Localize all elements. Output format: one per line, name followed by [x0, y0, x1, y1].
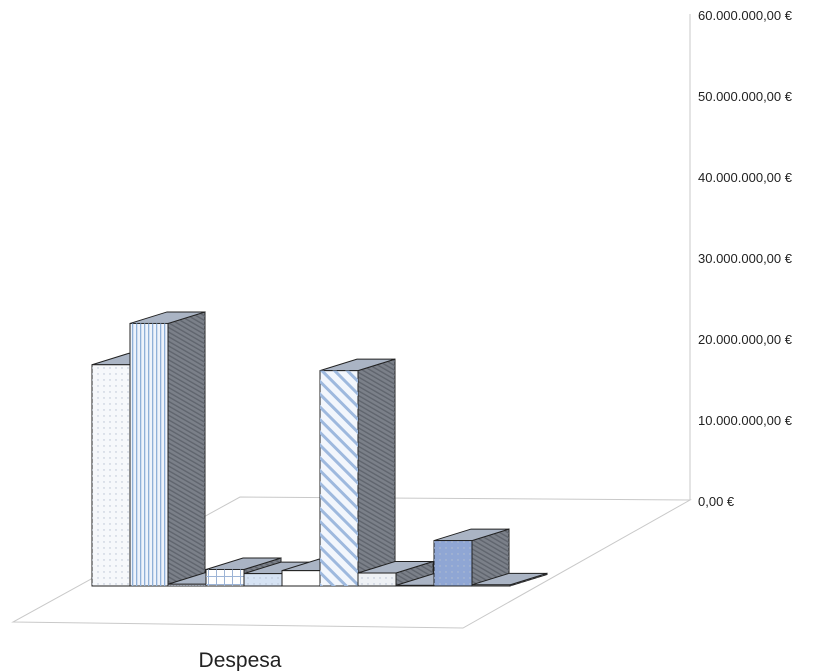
bar-front-pattern: [206, 569, 244, 586]
bar-front-pattern: [434, 540, 472, 586]
bar-side-pattern: [396, 561, 433, 586]
bar-front-pattern: [244, 573, 282, 586]
bar-front-pattern: [320, 370, 358, 586]
y-tick-label: 20.000.000,00 €: [698, 332, 793, 347]
y-tick-label: 0,00 €: [698, 494, 735, 509]
bar-front-pattern: [358, 573, 396, 586]
bar: [357, 560, 434, 587]
bar-front-pattern: [130, 323, 168, 586]
bar-front-face: [395, 584, 435, 587]
bar-front-pattern: [92, 364, 130, 586]
bar: [471, 572, 548, 587]
bar-side-pattern: [358, 359, 395, 586]
bar-side-pattern: [168, 311, 205, 586]
bars: [91, 311, 548, 587]
x-axis-label: Despesa: [199, 649, 282, 671]
y-tick-label: 10.000.000,00 €: [698, 413, 793, 428]
bar: [433, 528, 510, 587]
bar: [319, 358, 396, 587]
y-tick-label: 60.000.000,00 €: [698, 8, 793, 23]
y-tick-label: 40.000.000,00 €: [698, 170, 793, 185]
y-tick-label: 30.000.000,00 €: [698, 251, 793, 266]
bar-side-pattern: [472, 529, 509, 586]
bar: [129, 311, 206, 587]
y-tick-label: 50.000.000,00 €: [698, 89, 793, 104]
bar-front-pattern: [168, 584, 206, 586]
bar-front-face: [281, 570, 321, 587]
bar-front-face: [471, 584, 511, 587]
y-axis: 0,00 € 10.000.000,00 € 20.000.000,00 € 30.0…: [698, 8, 793, 509]
